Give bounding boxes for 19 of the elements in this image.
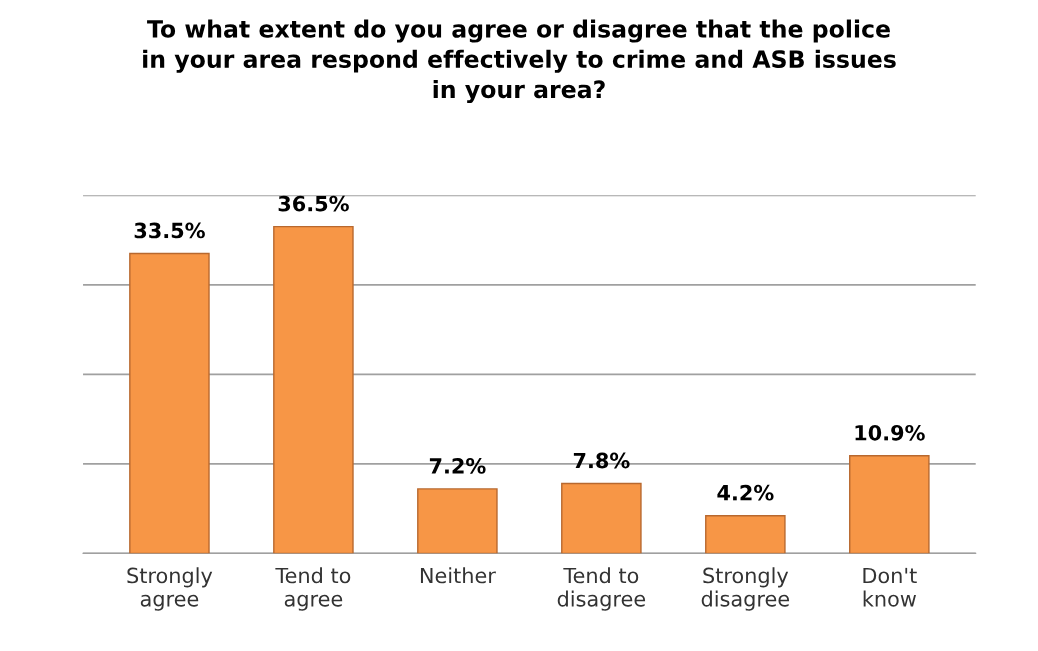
x-tick-label: Strongly agree [127, 567, 213, 611]
data-label: 33.5% [134, 222, 205, 239]
data-label: 4.2% [717, 484, 774, 501]
bar [849, 455, 930, 554]
x-tick-label: Tend to agree [275, 567, 351, 611]
data-label: 36.5% [278, 195, 349, 212]
data-label: 7.2% [429, 457, 486, 474]
data-label: 7.8% [573, 452, 630, 469]
bar [273, 225, 354, 554]
bar [705, 515, 786, 554]
chart-title: To what extent do you agree or disagree that the police in your area respond effectively to crime and ASB issues in your area? [143, 19, 896, 103]
bar [129, 252, 210, 554]
bar [561, 482, 642, 554]
x-tick-label: Neither [420, 567, 496, 584]
x-tick-label: Strongly disagree [701, 567, 790, 611]
x-tick-label: Tend to disagree [557, 567, 646, 611]
data-label: 10.9% [855, 424, 925, 441]
x-tick-label: Don't know [863, 567, 917, 607]
bar [417, 488, 498, 554]
